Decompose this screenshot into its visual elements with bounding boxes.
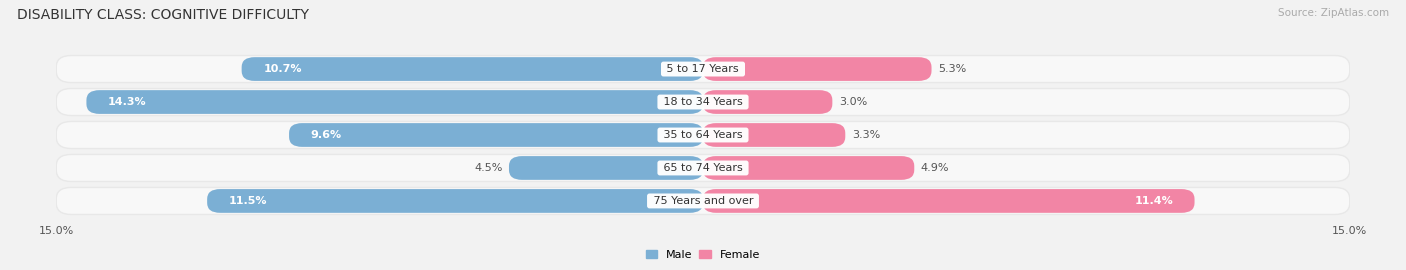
Text: Source: ZipAtlas.com: Source: ZipAtlas.com — [1278, 8, 1389, 18]
FancyBboxPatch shape — [86, 90, 703, 114]
FancyBboxPatch shape — [56, 56, 1350, 83]
Text: 11.5%: 11.5% — [229, 196, 267, 206]
FancyBboxPatch shape — [703, 123, 845, 147]
FancyBboxPatch shape — [242, 57, 703, 81]
FancyBboxPatch shape — [703, 57, 932, 81]
FancyBboxPatch shape — [290, 123, 703, 147]
Text: 9.6%: 9.6% — [311, 130, 342, 140]
Text: 75 Years and over: 75 Years and over — [650, 196, 756, 206]
Text: 11.4%: 11.4% — [1135, 196, 1173, 206]
Text: 18 to 34 Years: 18 to 34 Years — [659, 97, 747, 107]
Text: 5 to 17 Years: 5 to 17 Years — [664, 64, 742, 74]
Text: 5.3%: 5.3% — [938, 64, 966, 74]
Legend: Male, Female: Male, Female — [641, 245, 765, 264]
Text: 3.0%: 3.0% — [839, 97, 868, 107]
FancyBboxPatch shape — [207, 189, 703, 213]
Text: 3.3%: 3.3% — [852, 130, 880, 140]
Text: 35 to 64 Years: 35 to 64 Years — [659, 130, 747, 140]
FancyBboxPatch shape — [56, 89, 1350, 116]
FancyBboxPatch shape — [56, 122, 1350, 148]
Text: 4.9%: 4.9% — [921, 163, 949, 173]
Text: 14.3%: 14.3% — [108, 97, 146, 107]
FancyBboxPatch shape — [703, 90, 832, 114]
Text: DISABILITY CLASS: COGNITIVE DIFFICULTY: DISABILITY CLASS: COGNITIVE DIFFICULTY — [17, 8, 309, 22]
FancyBboxPatch shape — [56, 187, 1350, 214]
Text: 65 to 74 Years: 65 to 74 Years — [659, 163, 747, 173]
Text: 10.7%: 10.7% — [263, 64, 302, 74]
FancyBboxPatch shape — [703, 189, 1195, 213]
FancyBboxPatch shape — [703, 156, 914, 180]
Text: 4.5%: 4.5% — [474, 163, 502, 173]
FancyBboxPatch shape — [56, 154, 1350, 181]
FancyBboxPatch shape — [509, 156, 703, 180]
